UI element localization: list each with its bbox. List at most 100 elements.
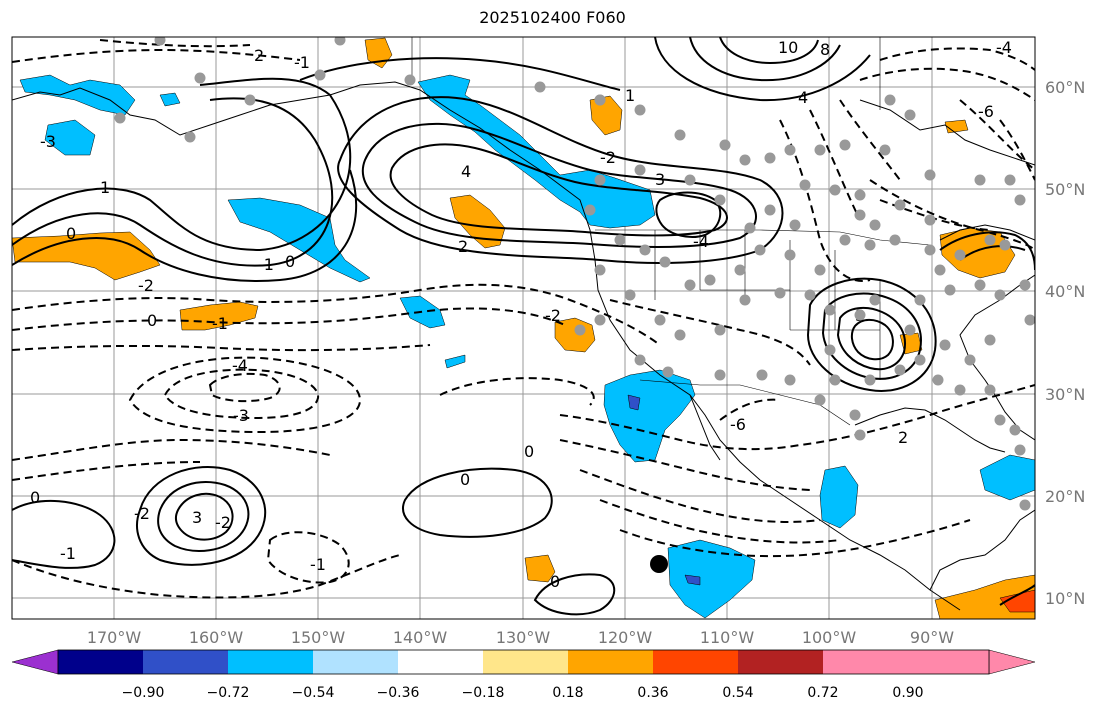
- station-markers: [114, 37, 1035, 511]
- colorbar-segment: [908, 650, 989, 674]
- station-dot: [954, 384, 966, 396]
- svg-text:0: 0: [460, 470, 470, 489]
- station-dot: [719, 139, 731, 151]
- highlight-marker[interactable]: [650, 555, 668, 573]
- station-dot: [764, 152, 776, 164]
- station-dot: [829, 374, 841, 386]
- station-dot: [889, 234, 901, 246]
- station-dot: [964, 354, 976, 366]
- svg-text:8: 8: [820, 40, 830, 59]
- station-dot: [756, 369, 768, 381]
- contour-labels: 10 8 4 -4 -6 1 -1 2 -2 3 -3 4 -4 0 0 -1 …: [30, 38, 1012, 591]
- station-dot: [814, 264, 826, 276]
- station-dot: [934, 264, 946, 276]
- station-dot: [789, 219, 801, 231]
- station-dot: [1019, 279, 1031, 291]
- colorbar-segment: [483, 650, 568, 674]
- station-dot: [864, 374, 876, 386]
- svg-text:-1: -1: [258, 255, 274, 274]
- station-dot: [864, 239, 876, 251]
- lon-label: 160°W: [189, 628, 244, 647]
- colorbar-label: 0.54: [722, 685, 753, 701]
- colorbar-arrow-left: [11, 649, 59, 675]
- station-dot: [869, 294, 881, 306]
- station-dot: [924, 169, 936, 181]
- station-dot: [674, 329, 686, 341]
- station-dot: [624, 289, 636, 301]
- contour-lines-negative: [12, 39, 1035, 599]
- svg-text:0: 0: [524, 442, 534, 461]
- svg-text:4: 4: [798, 88, 808, 107]
- colorbar-arrow-right: [988, 649, 1036, 675]
- station-dot: [869, 219, 881, 231]
- station-dot: [814, 394, 826, 406]
- station-dot: [244, 94, 256, 106]
- svg-text:-2: -2: [138, 276, 154, 295]
- station-dot: [879, 144, 891, 156]
- lon-label: 170°W: [87, 628, 142, 647]
- station-dot: [404, 74, 416, 86]
- svg-text:0: 0: [30, 488, 40, 507]
- colorbar-label: −0.18: [462, 685, 505, 701]
- station-dot: [764, 204, 776, 216]
- colorbar-label: 0.90: [892, 685, 923, 701]
- station-dot: [1004, 174, 1016, 186]
- svg-text:-6: -6: [978, 102, 994, 121]
- svg-text:1: 1: [100, 178, 110, 197]
- station-dot: [684, 279, 696, 291]
- station-dot: [684, 174, 696, 186]
- svg-text:0: 0: [147, 311, 157, 330]
- station-dot: [839, 234, 851, 246]
- colorbar-label: −0.54: [292, 685, 335, 701]
- svg-text:0: 0: [550, 572, 560, 591]
- station-dot: [574, 324, 586, 336]
- svg-text:-1: -1: [212, 314, 228, 333]
- station-dot: [984, 334, 996, 346]
- colorbar-segment: [653, 650, 738, 674]
- svg-text:0: 0: [285, 252, 295, 271]
- map-frame: [11, 36, 1036, 620]
- svg-text:2: 2: [898, 428, 908, 447]
- station-dot: [534, 81, 546, 93]
- station-dot: [924, 214, 936, 226]
- svg-text:-1: -1: [310, 555, 326, 574]
- station-dot: [654, 314, 666, 326]
- station-dot: [974, 174, 986, 186]
- station-dot: [659, 256, 671, 268]
- svg-text:-3: -3: [40, 132, 56, 151]
- svg-text:-2: -2: [134, 504, 150, 523]
- station-dot: [614, 234, 626, 246]
- svg-text:3: 3: [655, 170, 665, 189]
- svg-text:-4: -4: [232, 356, 248, 375]
- lon-label: 90°W: [910, 628, 954, 647]
- station-dot: [1014, 444, 1026, 456]
- svg-text:-1: -1: [60, 544, 76, 563]
- station-dot: [774, 287, 786, 299]
- station-dot: [784, 374, 796, 386]
- station-dot: [1024, 314, 1035, 326]
- lon-label: 120°W: [598, 628, 653, 647]
- station-dot: [849, 409, 861, 421]
- station-dot: [634, 104, 646, 116]
- station-dot: [914, 354, 926, 366]
- station-dot: [954, 249, 966, 261]
- svg-text:-4: -4: [996, 38, 1012, 57]
- station-dot: [939, 339, 951, 351]
- svg-text:-2: -2: [600, 148, 616, 167]
- station-dot: [714, 369, 726, 381]
- colorbar-segment: [823, 650, 908, 674]
- station-dot: [994, 289, 1006, 301]
- svg-text:2: 2: [254, 46, 264, 65]
- lat-label: 50°N: [1045, 180, 1085, 199]
- colorbar-segment: [143, 650, 228, 674]
- station-dot: [674, 129, 686, 141]
- station-dot: [594, 174, 606, 186]
- lat-label: 20°N: [1045, 487, 1085, 506]
- station-dot: [824, 344, 836, 356]
- station-dot: [714, 194, 726, 206]
- station-dot: [904, 109, 916, 121]
- station-dot: [884, 94, 896, 106]
- svg-text:-6: -6: [730, 415, 746, 434]
- station-dot: [639, 244, 651, 256]
